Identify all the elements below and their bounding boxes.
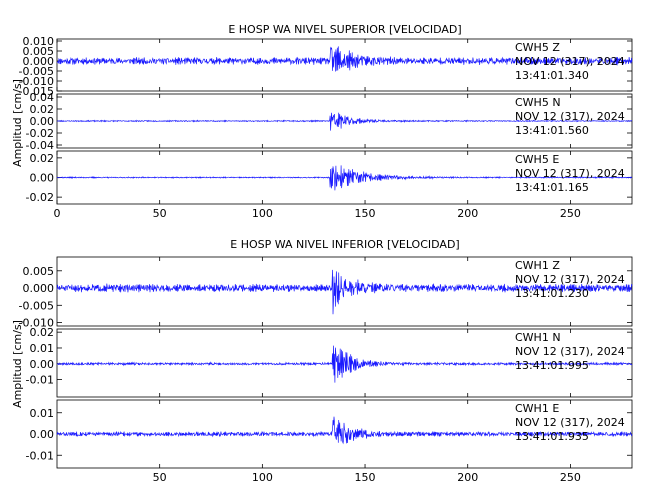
y-tick-label: 0.02 bbox=[30, 152, 55, 165]
channel-label: CWH1 E bbox=[515, 402, 559, 415]
y-tick-label: 0.02 bbox=[30, 326, 55, 339]
channel-label: CWH1 N bbox=[515, 331, 561, 344]
y-tick-label: -0.01 bbox=[26, 449, 54, 462]
x-tick-label: 100 bbox=[252, 207, 273, 220]
x-tick-label: 200 bbox=[457, 207, 478, 220]
y-tick-label: 0.005 bbox=[23, 45, 55, 58]
channel-label: CWH5 E bbox=[515, 153, 559, 166]
bottom-chart-ylabel: Amplitud [cm/s] bbox=[11, 320, 24, 408]
y-tick-label: 0.02 bbox=[30, 103, 55, 116]
y-tick-label: 0.005 bbox=[23, 265, 55, 278]
channel-label: CWH5 Z bbox=[515, 41, 560, 54]
y-tick-label: -0.015 bbox=[19, 85, 54, 98]
top-chart-title: E HOSP WA NIVEL SUPERIOR [VELOCIDAD] bbox=[228, 23, 461, 36]
waveform-trace bbox=[56, 416, 633, 445]
x-tick-label: 150 bbox=[355, 207, 376, 220]
top-chart-ylabel: Amplitud [cm/s] bbox=[11, 79, 24, 167]
waveform-trace bbox=[56, 46, 633, 72]
date-label: NOV 12 (317), 2024 bbox=[515, 110, 625, 123]
date-label: NOV 12 (317), 2024 bbox=[515, 55, 625, 68]
y-tick-label: -0.005 bbox=[19, 65, 54, 78]
y-tick-label: 0.000 bbox=[23, 282, 55, 295]
time-label: 13:41:01.230 bbox=[515, 287, 589, 300]
y-tick-label: -0.010 bbox=[19, 317, 54, 330]
y-tick-label: 0.00 bbox=[30, 358, 55, 371]
time-label: 13:41:01.935 bbox=[515, 430, 589, 443]
y-tick-label: 0.00 bbox=[30, 172, 55, 185]
panel-frame bbox=[56, 328, 633, 398]
date-label: NOV 12 (317), 2024 bbox=[515, 416, 625, 429]
bottom-chart-title: E HOSP WA NIVEL INFERIOR [VELOCIDAD] bbox=[230, 238, 459, 251]
panel-frame bbox=[56, 38, 633, 92]
waveform-trace bbox=[56, 269, 633, 315]
date-label: NOV 12 (317), 2024 bbox=[515, 345, 625, 358]
y-tick-label: -0.005 bbox=[19, 299, 54, 312]
x-tick-label: 150 bbox=[355, 471, 376, 484]
channel-label: CWH1 Z bbox=[515, 259, 560, 272]
y-tick-label: -0.02 bbox=[26, 127, 54, 140]
time-label: 13:41:01.340 bbox=[515, 69, 589, 82]
y-tick-label: -0.04 bbox=[26, 139, 54, 152]
y-tick-label: 0.00 bbox=[30, 115, 55, 128]
date-label: NOV 12 (317), 2024 bbox=[515, 167, 625, 180]
y-tick-label: -0.010 bbox=[19, 75, 54, 88]
waveform-trace bbox=[56, 165, 633, 191]
y-tick-label: -0.01 bbox=[26, 374, 54, 387]
x-tick-label: 50 bbox=[153, 471, 167, 484]
x-tick-label: 250 bbox=[560, 207, 581, 220]
waveform-trace bbox=[56, 345, 633, 383]
y-tick-label: 0.01 bbox=[30, 342, 55, 355]
x-tick-label: 250 bbox=[560, 471, 581, 484]
x-tick-label: 200 bbox=[457, 471, 478, 484]
panel-frame bbox=[56, 256, 633, 327]
time-label: 13:41:01.560 bbox=[515, 124, 589, 137]
y-tick-label: 0.00 bbox=[30, 428, 55, 441]
y-tick-label: -0.02 bbox=[26, 191, 54, 204]
y-tick-label: 0.010 bbox=[23, 35, 55, 48]
x-tick-label: 0 bbox=[54, 207, 61, 220]
y-tick-label: 0.04 bbox=[30, 91, 55, 104]
time-label: 13:41:01.995 bbox=[515, 359, 589, 372]
channel-label: CWH5 N bbox=[515, 96, 561, 109]
y-tick-label: 0.01 bbox=[30, 407, 55, 420]
y-tick-label: 0.000 bbox=[23, 55, 55, 68]
waveform-trace bbox=[56, 112, 633, 131]
date-label: NOV 12 (317), 2024 bbox=[515, 273, 625, 286]
x-tick-label: 100 bbox=[252, 471, 273, 484]
time-label: 13:41:01.165 bbox=[515, 181, 589, 194]
x-tick-label: 50 bbox=[153, 207, 167, 220]
